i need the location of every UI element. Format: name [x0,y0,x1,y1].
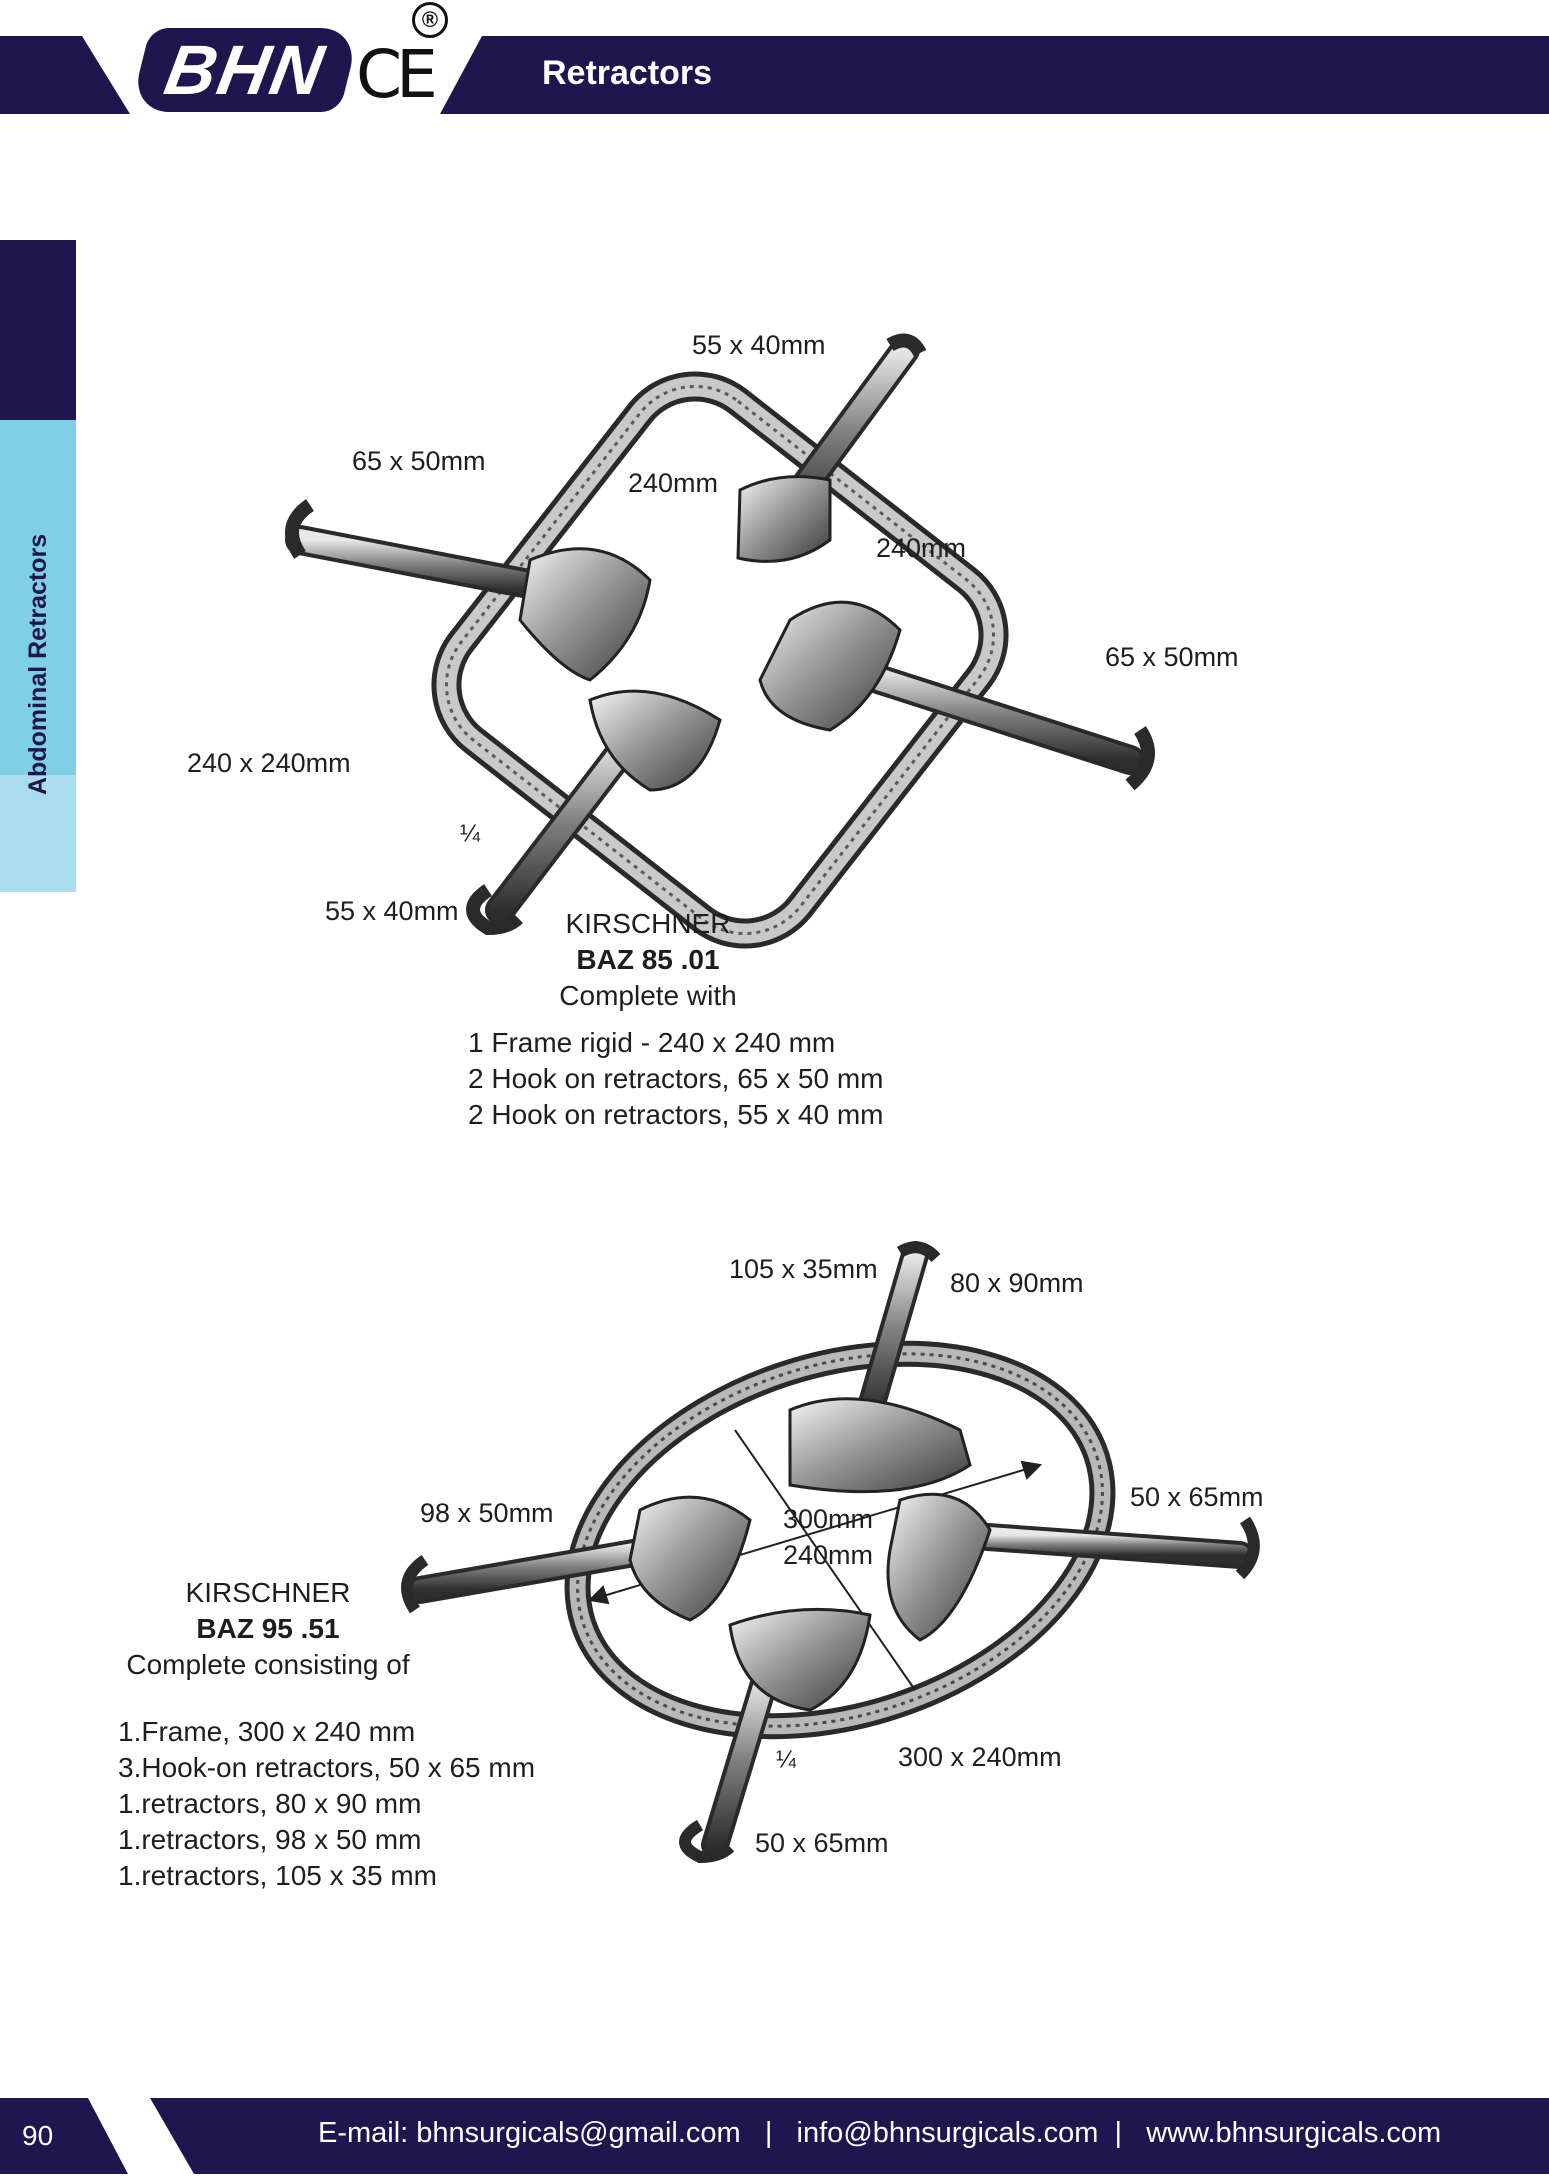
bottom-retractor [679,1607,872,1864]
dim-label-diag-2: 240mm [783,1540,874,1570]
oval-frame [564,1340,1116,1740]
dim-label-right-hook: 65 x 50mm [1105,642,1239,672]
page-title: Retractors [542,54,713,92]
header-bar [440,36,1549,114]
dim-label-frame-size-2: 300 x 240mm [898,1742,1062,1772]
dim-label-frame-size: 240 x 240mm [187,748,351,778]
dim-label-top-hook-2: 105 x 35mm [729,1254,878,1284]
dim-label-bottom-hook: 55 x 40mm [325,896,459,926]
contents-line: 2 Hook on retractors, 55 x 40 mm [468,1099,884,1130]
product-code: BAZ 85 .01 [576,944,720,975]
contents-line: 1 Frame rigid - 240 x 240 mm [468,1027,836,1058]
contents-line: 2 Hook on retractors, 65 x 50 mm [468,1063,884,1094]
dim-label-frame-top: 240mm [628,468,719,498]
bottom-hook-retractor [466,689,722,936]
side-tab-top [0,240,76,420]
product-name-2: KIRSCHNER [185,1577,351,1608]
dim-label-top-hook: 55 x 40mm [692,330,826,360]
top-hook-retractor [736,333,927,563]
contents-line: 1.retractors, 98 x 50 mm [118,1824,422,1855]
right-retractor [886,1492,1260,1642]
dim-label-left-hook-2: 98 x 50mm [420,1498,554,1528]
page-number: 90 [22,2120,54,2151]
square-frame [431,371,1009,949]
dim-label-right-hook-2: 50 x 65mm [1130,1482,1264,1512]
left-hook-retractor [285,499,652,682]
footer-bar [150,2098,1549,2174]
fraction-label-2: ¼ [776,1746,797,1773]
footer-contact: E-mail: bhnsurgicals@gmail.com | info@bh… [318,2117,1442,2149]
ce-mark: CE [356,36,438,113]
dim-label-frame-right: 240mm [876,533,967,563]
contents-line: 3.Hook-on retractors, 50 x 65 mm [118,1752,536,1783]
product-subtitle-2: Complete consisting of [126,1649,410,1680]
left-retractor [401,1495,752,1622]
dim-label-bottom-hook-2: 50 x 65mm [755,1828,889,1858]
contents-line: 1.retractors, 80 x 90 mm [118,1788,422,1819]
dim-label-diag-1: 300mm [783,1504,874,1534]
right-hook-retractor [758,600,1155,791]
dim-label-left-hook: 65 x 50mm [352,446,486,476]
fraction-label: ¼ [460,820,481,847]
product-subtitle: Complete with [559,980,737,1011]
top-retractor [788,1241,972,1494]
contents-line: 1.retractors, 105 x 35 mm [118,1860,438,1891]
contents-line: 1.Frame, 300 x 240 mm [118,1716,416,1747]
product-name: KIRSCHNER [565,908,731,939]
product-code-2: BAZ 95 .51 [196,1613,340,1644]
dim-label-top-blade-2: 80 x 90mm [950,1268,1084,1298]
side-tab-middle [0,420,76,775]
registered-icon: ® [412,2,448,38]
side-tab-bottom [0,775,76,892]
